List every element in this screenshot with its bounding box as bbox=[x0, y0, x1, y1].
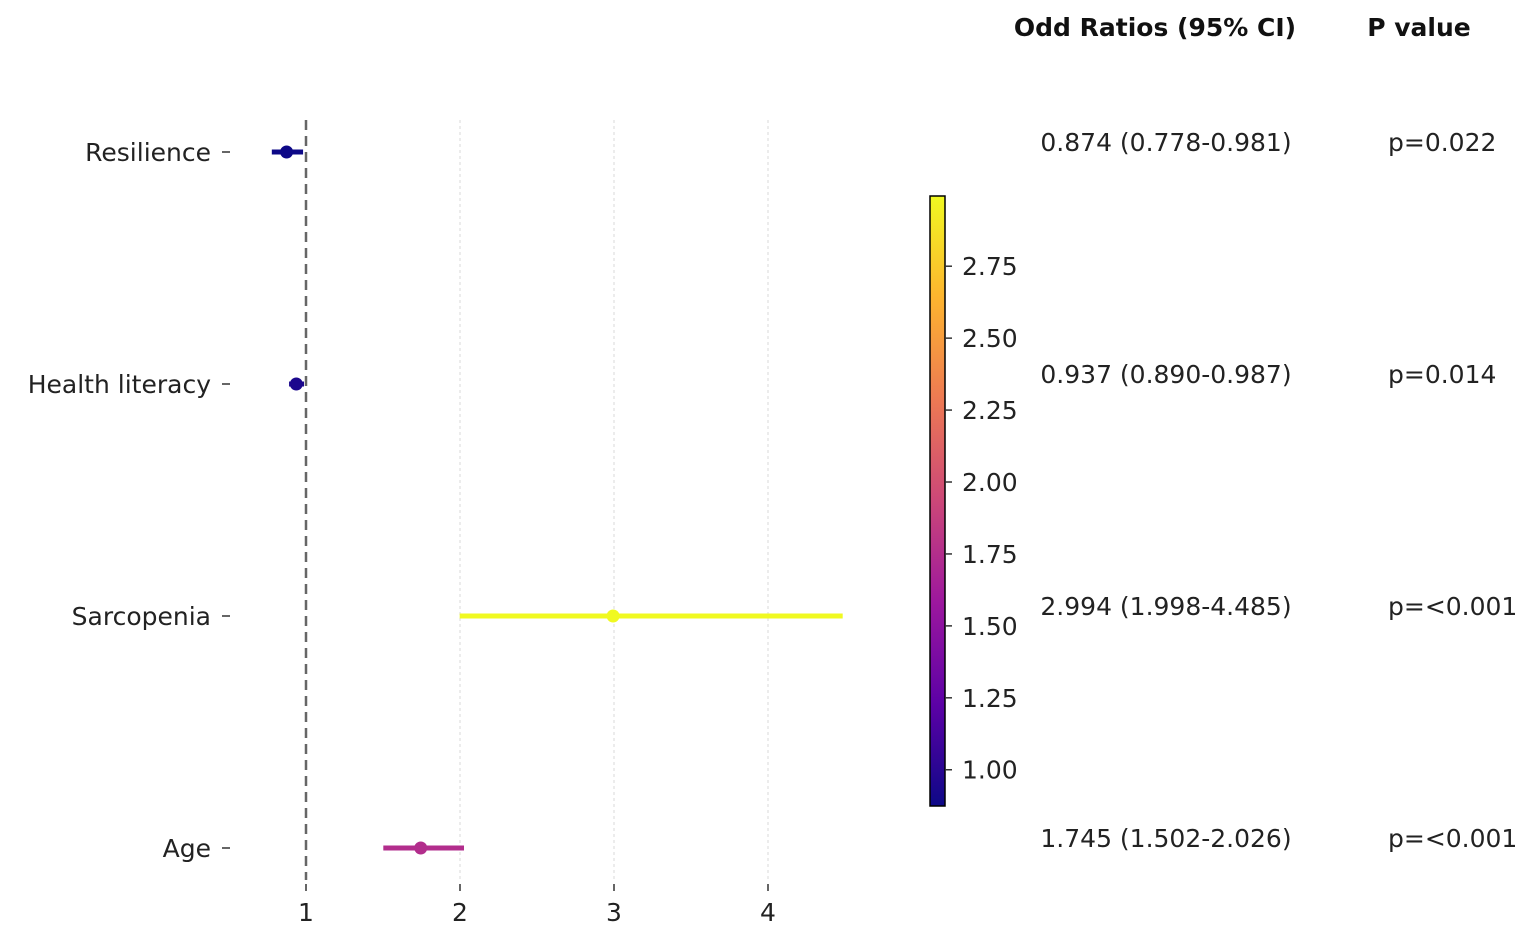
header-odds-ratio: Odd Ratios (95% CI) bbox=[1014, 13, 1296, 42]
plot-area: Resilience Health literacy Sarcopenia Age 1… bbox=[28, 120, 843, 927]
or-value-health-literacy: 0.937 (0.890-0.987) bbox=[1040, 360, 1291, 389]
point-estimate-age bbox=[414, 841, 428, 855]
or-value-sarcopenia: 2.994 (1.998-4.485) bbox=[1040, 592, 1291, 621]
x-tick-label-1: 1 bbox=[298, 898, 314, 927]
colorbar-gradient bbox=[929, 195, 946, 807]
colorbar-tick-label-7: 2.75 bbox=[962, 252, 1018, 281]
point-estimate-sarcopenia bbox=[606, 609, 620, 623]
p-value-resilience: p=0.022 bbox=[1388, 128, 1496, 157]
colorbar-tick-label-5: 2.25 bbox=[962, 396, 1018, 425]
colorbar-tick-label-2: 1.50 bbox=[962, 612, 1018, 641]
point-estimate-resilience bbox=[280, 145, 294, 159]
y-label-resilience: Resilience bbox=[85, 138, 211, 167]
point-estimate-health-literacy bbox=[289, 377, 303, 391]
y-label-sarcopenia: Sarcopenia bbox=[72, 602, 211, 631]
y-label-age: Age bbox=[163, 834, 211, 863]
p-value-age: p=<0.001 bbox=[1388, 824, 1517, 853]
colorbar-tick-label-4: 2.00 bbox=[962, 468, 1018, 497]
x-tick-label-3: 3 bbox=[606, 898, 622, 927]
p-value-sarcopenia: p=<0.001 bbox=[1388, 592, 1517, 621]
or-value-resilience: 0.874 (0.778-0.981) bbox=[1040, 128, 1291, 157]
x-tick-label-2: 2 bbox=[452, 898, 468, 927]
colorbar-tick-label-0: 1.00 bbox=[962, 756, 1018, 785]
odds-ratio-table: 0.874 (0.778-0.981) p=0.022 0.937 (0.890-0… bbox=[1040, 128, 1517, 853]
colorbar-tick-label-6: 2.50 bbox=[962, 324, 1018, 353]
header-p-value: P value bbox=[1367, 13, 1471, 42]
colorbar: 1.00 1.25 1.50 1.75 2.00 2.25 2.50 2.75 bbox=[929, 195, 1018, 807]
or-value-age: 1.745 (1.502-2.026) bbox=[1040, 824, 1291, 853]
p-value-health-literacy: p=0.014 bbox=[1388, 360, 1496, 389]
y-label-health-literacy: Health literacy bbox=[28, 370, 211, 399]
x-tick-label-4: 4 bbox=[760, 898, 776, 927]
colorbar-tick-label-3: 1.75 bbox=[962, 540, 1018, 569]
colorbar-tick-label-1: 1.25 bbox=[962, 684, 1018, 713]
